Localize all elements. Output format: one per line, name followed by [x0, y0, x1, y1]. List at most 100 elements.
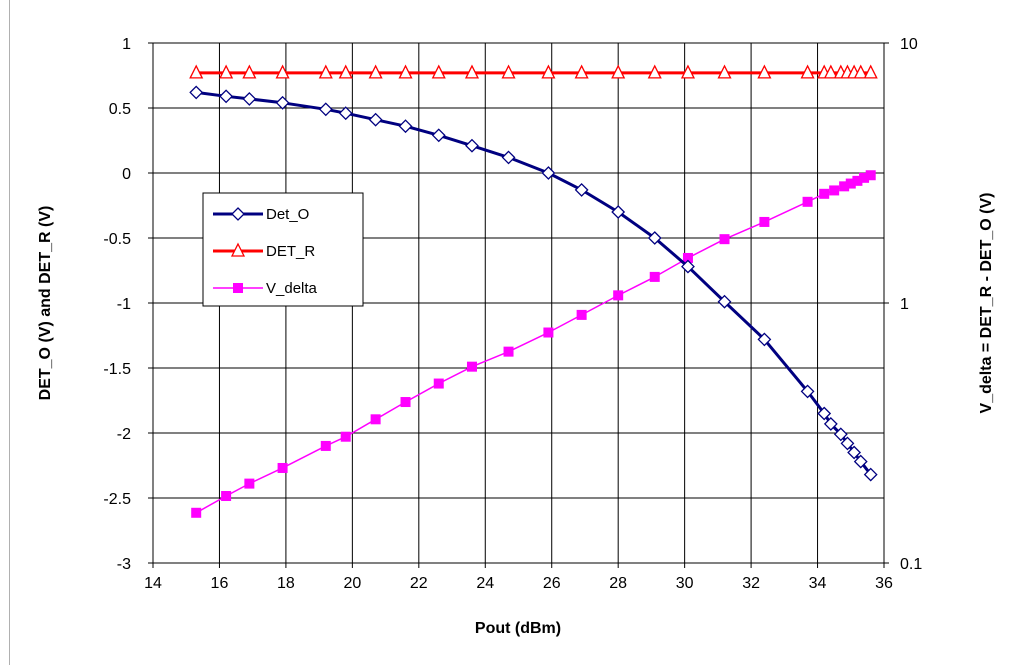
series-layer — [189, 64, 878, 518]
data-point-det-o — [823, 416, 838, 431]
data-point-det-o — [847, 445, 862, 460]
data-point-det-o — [611, 205, 626, 219]
data-point-det-o — [757, 332, 772, 347]
data-point-v-delta — [543, 327, 554, 338]
x-tick-label: 22 — [410, 575, 428, 592]
y-axis-title: DET_O (V) and DET_R (V) — [37, 206, 54, 401]
legend-marker-v-delta — [233, 283, 243, 293]
data-point-det-o — [817, 406, 832, 421]
data-point-v-delta — [649, 271, 660, 282]
data-point-det-r — [501, 64, 516, 79]
data-point-v-delta — [400, 397, 411, 408]
data-point-v-delta — [819, 188, 830, 199]
data-point-v-delta — [845, 178, 856, 189]
x-tick-label: 34 — [809, 575, 827, 592]
data-point-v-delta — [839, 181, 850, 192]
y-tick-labels: 1 0.5 0 -0.5 -1 -1.5 -2 -2.5 -3 — [103, 36, 153, 573]
data-point-det-r — [318, 64, 333, 79]
data-point-det-o — [840, 436, 855, 451]
data-point-v-delta — [759, 216, 770, 227]
x-tick-label: 30 — [676, 575, 694, 592]
data-point-det-o — [431, 128, 446, 143]
data-point-det-r — [275, 64, 290, 79]
data-point-det-o — [368, 112, 383, 127]
data-point-det-o — [800, 384, 815, 399]
y2-tick-label: 1 — [900, 296, 909, 313]
data-point-det-r — [853, 64, 868, 79]
data-point-det-o — [242, 91, 257, 106]
data-point-v-delta — [859, 172, 870, 183]
y2-axis-title: V_delta = DET_R - DET_O (V) — [978, 193, 995, 414]
data-point-v-delta — [865, 170, 876, 181]
data-point-v-delta — [370, 414, 381, 425]
x-tick-label: 24 — [476, 575, 494, 592]
y-tick-label: -2 — [117, 426, 131, 443]
data-point-det-r — [242, 64, 257, 79]
data-point-v-delta — [682, 252, 693, 263]
legend-label-det-o: Det_O — [266, 206, 309, 223]
data-point-det-o — [574, 182, 589, 197]
y-tick-label: -2.5 — [103, 491, 131, 508]
x-tick-label: 28 — [609, 575, 627, 592]
data-point-det-o — [717, 294, 732, 309]
data-point-v-delta — [320, 440, 331, 451]
data-point-det-o — [275, 95, 290, 110]
x-tick-label: 26 — [543, 575, 561, 592]
series-v-delta — [191, 170, 876, 518]
data-point-det-o — [501, 150, 516, 165]
data-point-det-o — [833, 427, 848, 442]
y-tick-label: -0.5 — [103, 231, 131, 248]
data-point-det-r — [680, 64, 696, 79]
data-point-det-o — [398, 119, 413, 134]
data-point-v-delta — [576, 309, 587, 320]
data-point-det-o — [853, 454, 868, 469]
y-tick-label: 1 — [122, 36, 131, 53]
data-point-det-r — [541, 64, 556, 79]
legend-label-det-r: DET_R — [266, 243, 315, 260]
data-point-det-r — [800, 64, 815, 79]
series-det-o — [189, 85, 878, 482]
data-point-det-o — [189, 85, 204, 100]
data-point-v-delta — [340, 431, 351, 442]
data-point-det-r — [338, 64, 353, 79]
data-point-det-o — [863, 467, 878, 482]
y-tick-label: -3 — [117, 556, 131, 573]
y-tick-label: 0 — [122, 166, 131, 183]
legend-marker-det-o — [231, 207, 245, 221]
x-tick-label: 18 — [277, 575, 295, 592]
data-point-v-delta — [191, 507, 202, 518]
data-point-v-delta — [852, 175, 863, 186]
x-tick-label: 20 — [343, 575, 361, 592]
x-tick-labels: 14 16 18 20 22 24 26 28 30 32 34 36 — [144, 563, 893, 592]
data-point-det-r — [757, 64, 772, 79]
data-point-det-o — [541, 166, 556, 180]
x-tick-label: 36 — [875, 575, 893, 592]
y2-tick-labels: 10 1 0.1 — [884, 36, 922, 573]
data-point-det-o — [219, 89, 234, 104]
page-border-line — [9, 0, 10, 665]
legend-label-v-delta: V_delta — [266, 280, 318, 297]
data-point-det-r — [431, 64, 446, 79]
x-axis-title: Pout (dBm) — [475, 620, 561, 637]
data-point-det-r — [464, 64, 480, 79]
data-point-v-delta — [466, 361, 477, 372]
data-point-v-delta — [221, 491, 232, 502]
data-point-v-delta — [503, 346, 514, 357]
data-point-det-r — [189, 64, 204, 79]
data-point-v-delta — [829, 185, 840, 196]
data-point-v-delta — [433, 378, 444, 389]
data-point-det-o — [338, 106, 353, 121]
data-point-det-o — [318, 102, 333, 117]
data-point-det-r — [717, 64, 732, 79]
data-point-v-delta — [613, 290, 624, 301]
data-point-v-delta — [277, 462, 288, 473]
data-point-det-r — [647, 64, 662, 79]
x-tick-label: 16 — [211, 575, 229, 592]
series-det-r — [189, 64, 878, 79]
data-point-v-delta — [244, 478, 255, 489]
data-point-det-r — [398, 64, 413, 79]
data-point-det-r — [863, 64, 878, 79]
y2-tick-label: 10 — [900, 36, 918, 53]
data-point-det-o — [465, 138, 479, 153]
